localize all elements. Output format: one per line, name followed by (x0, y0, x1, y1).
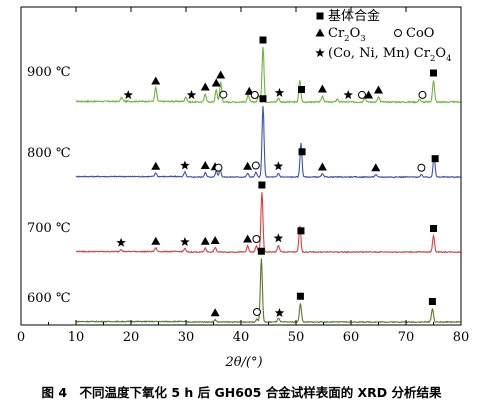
series-labels: 900 ℃ 800 ℃ 700 ℃ 600 ℃ (27, 65, 71, 306)
xrd-chart: 900 ℃ 800 ℃ 700 ℃ 600 ℃ 0 10 20 30 40 50 60 70 80 2… (17, 6, 469, 370)
marker-circle-0-6 (219, 90, 228, 99)
marker-star-1-8 (273, 161, 284, 171)
legend-entry-1: Cr2O3 (328, 26, 366, 44)
marker-triangle-2-5 (243, 234, 253, 243)
legend-square-icon (316, 12, 324, 20)
marker-triangle-2-4 (210, 236, 220, 244)
marker-circle-0-8 (250, 90, 259, 99)
legend-circle-icon (394, 29, 402, 37)
marker-square-2-7 (258, 181, 266, 189)
marker-square-0-18 (430, 69, 437, 77)
series-label-0: 900 ℃ (27, 65, 71, 80)
x-tick-label-0: 0 (17, 330, 25, 345)
x-tick-label-20: 20 (123, 330, 140, 345)
marker-triangle-2-1 (151, 236, 161, 245)
marker-triangle-0-16 (374, 85, 383, 94)
trace-0 (76, 47, 462, 104)
legend-entry-3: (Co, Ni, Mn) Cr2O4 (328, 46, 451, 64)
marker-square-0-11 (298, 86, 305, 94)
legend: 基体合金 Cr2O3 CoO (Co, Ni, Mn) Cr2O4 (315, 8, 451, 64)
marker-circle-3-1 (252, 307, 261, 316)
legend-entry-0: 基体合金 (328, 8, 380, 24)
legend-star-icon (315, 48, 325, 58)
marker-triangle-0-15 (364, 90, 374, 99)
marker-square-2-10 (430, 225, 437, 232)
marker-triangle-0-1 (151, 76, 161, 85)
marker-triangle-1-5 (243, 161, 253, 170)
marker-square-0-9 (259, 36, 267, 44)
marker-circle-0-14 (358, 90, 366, 99)
marker-square-3-4 (296, 292, 304, 300)
marker-triangle-0-5 (216, 70, 226, 79)
marker-circle-1-6 (251, 161, 260, 170)
x-axis-label: 2θ/(°) (224, 355, 262, 370)
marker-triangle-1-2 (200, 161, 210, 169)
series-label-3: 600 ℃ (27, 291, 71, 306)
marker-triangle-1-11 (371, 163, 381, 172)
trace-2 (75, 192, 462, 254)
x-tick-label-80: 80 (453, 330, 470, 345)
marker-triangle-1-10 (317, 162, 327, 171)
marker-star-2-0 (116, 237, 126, 247)
figure-caption: 图 4 不同温度下氧化 5 h 后 GH605 合金试样表面的 XRD 分析结果 (41, 385, 442, 400)
marker-triangle-0-4 (211, 78, 221, 87)
legend-triangle-icon (315, 28, 325, 37)
marker-square-1-7 (259, 95, 267, 103)
marker-triangle-0-3 (200, 82, 210, 91)
trace-1 (75, 106, 462, 179)
phase-markers (116, 36, 439, 318)
marker-square-1-13 (431, 155, 439, 163)
marker-triangle-3-0 (210, 308, 220, 317)
marker-triangle-0-12 (317, 84, 327, 93)
series-label-1: 800 ℃ (27, 146, 71, 161)
x-tick-label-60: 60 (343, 330, 360, 345)
marker-star-0-13 (343, 90, 354, 100)
marker-star-0-10 (274, 87, 285, 97)
x-tick-label-30: 30 (178, 330, 195, 345)
marker-triangle-1-0 (151, 161, 161, 170)
x-tick-label-70: 70 (398, 330, 415, 345)
marker-square-3-2 (257, 247, 265, 255)
legend-entry-2: CoO (406, 26, 434, 41)
marker-triangle-2-3 (200, 236, 210, 245)
x-axis: 0 10 20 30 40 50 60 70 80 (17, 7, 469, 345)
marker-circle-0-17 (418, 90, 427, 99)
marker-circle-1-12 (417, 163, 426, 172)
marker-star-0-2 (186, 90, 197, 100)
marker-star-2-2 (180, 237, 190, 247)
marker-star-3-3 (274, 307, 285, 318)
x-tick-label-50: 50 (288, 330, 305, 345)
series-label-2: 700 ℃ (27, 221, 71, 236)
marker-square-3-5 (428, 298, 436, 305)
marker-circle-2-6 (252, 234, 261, 243)
marker-square-2-9 (297, 227, 305, 235)
marker-star-0-0 (123, 90, 134, 100)
x-tick-label-40: 40 (233, 330, 250, 345)
marker-star-1-1 (180, 160, 190, 170)
xrd-traces (75, 47, 462, 324)
marker-star-2-8 (273, 233, 284, 243)
x-tick-label-10: 10 (68, 330, 85, 345)
marker-circle-1-4 (214, 163, 223, 172)
marker-square-1-9 (298, 148, 306, 156)
trace-3 (75, 258, 462, 324)
